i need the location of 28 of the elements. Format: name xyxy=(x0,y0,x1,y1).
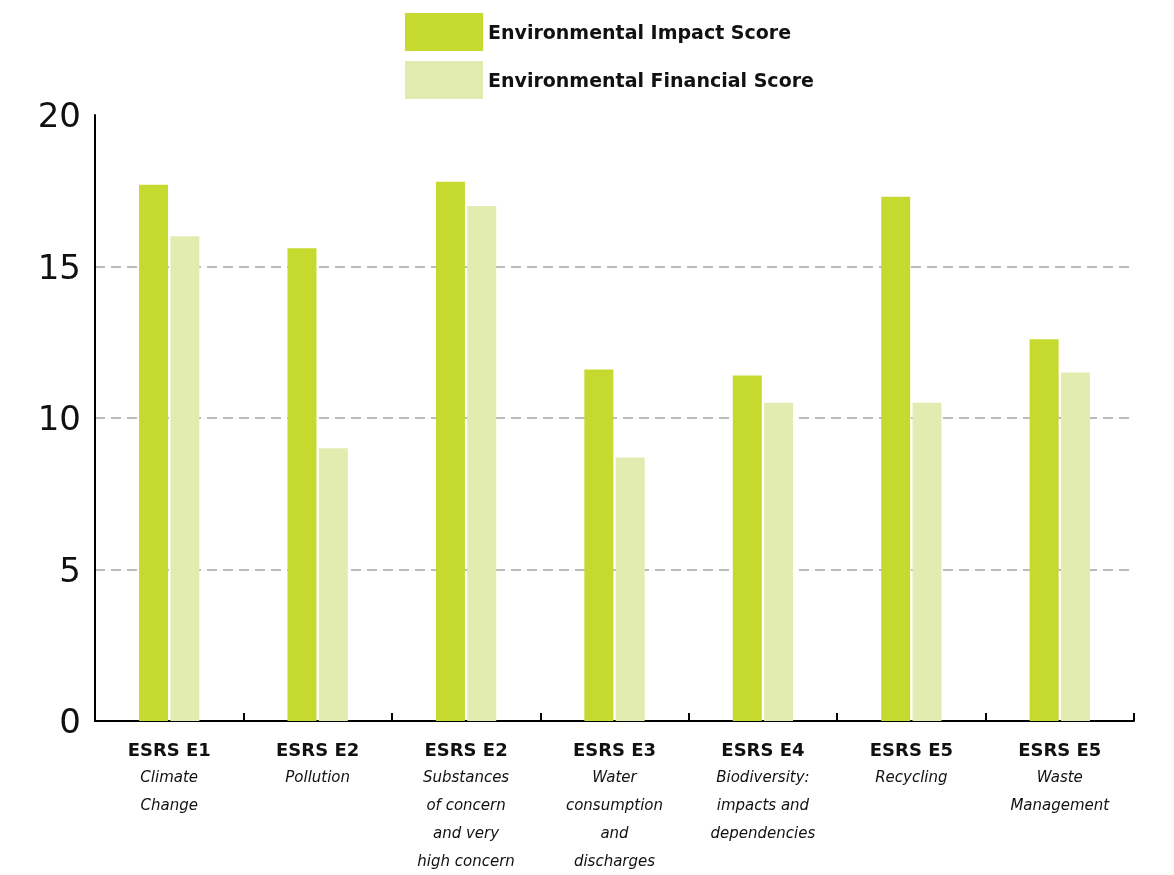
y-tick-label: 15 xyxy=(37,246,81,287)
bar xyxy=(287,248,317,721)
bar xyxy=(435,181,465,721)
bar xyxy=(1029,339,1059,721)
x-tick-label: ESRS E3 Water consumption and discharges xyxy=(565,738,664,870)
bar xyxy=(764,402,794,721)
x-tick-label: ESRS E4 Biodiversity: impacts and dependencies xyxy=(710,738,816,842)
bar xyxy=(881,196,911,721)
bar xyxy=(139,184,169,721)
bar xyxy=(584,369,614,721)
y-tick-label: 10 xyxy=(37,398,81,438)
bar xyxy=(170,236,200,721)
bar xyxy=(467,205,497,721)
y-tick-label: 5 xyxy=(59,549,81,590)
x-tick-label: ESRS E2 Substances of concern and very high concern xyxy=(417,738,515,870)
legend-label: Environmental Financial Score xyxy=(488,69,814,91)
y-tick-label: 20 xyxy=(37,95,81,135)
bar xyxy=(912,402,942,721)
bar xyxy=(732,375,762,721)
bar xyxy=(318,448,348,721)
x-tick-label: ESRS E1 Climate Change xyxy=(127,738,211,814)
bar xyxy=(615,457,645,721)
x-tick-label: ESRS E5 Waste Management xyxy=(1010,738,1111,814)
y-tick-label: 0 xyxy=(59,701,81,741)
legend-label: Environmental Impact Score xyxy=(488,21,792,43)
x-tick-label: ESRS E2 Pollution xyxy=(276,738,360,786)
x-tick-label: ESRS E5 Recycling xyxy=(869,738,953,786)
bar xyxy=(1060,372,1090,721)
